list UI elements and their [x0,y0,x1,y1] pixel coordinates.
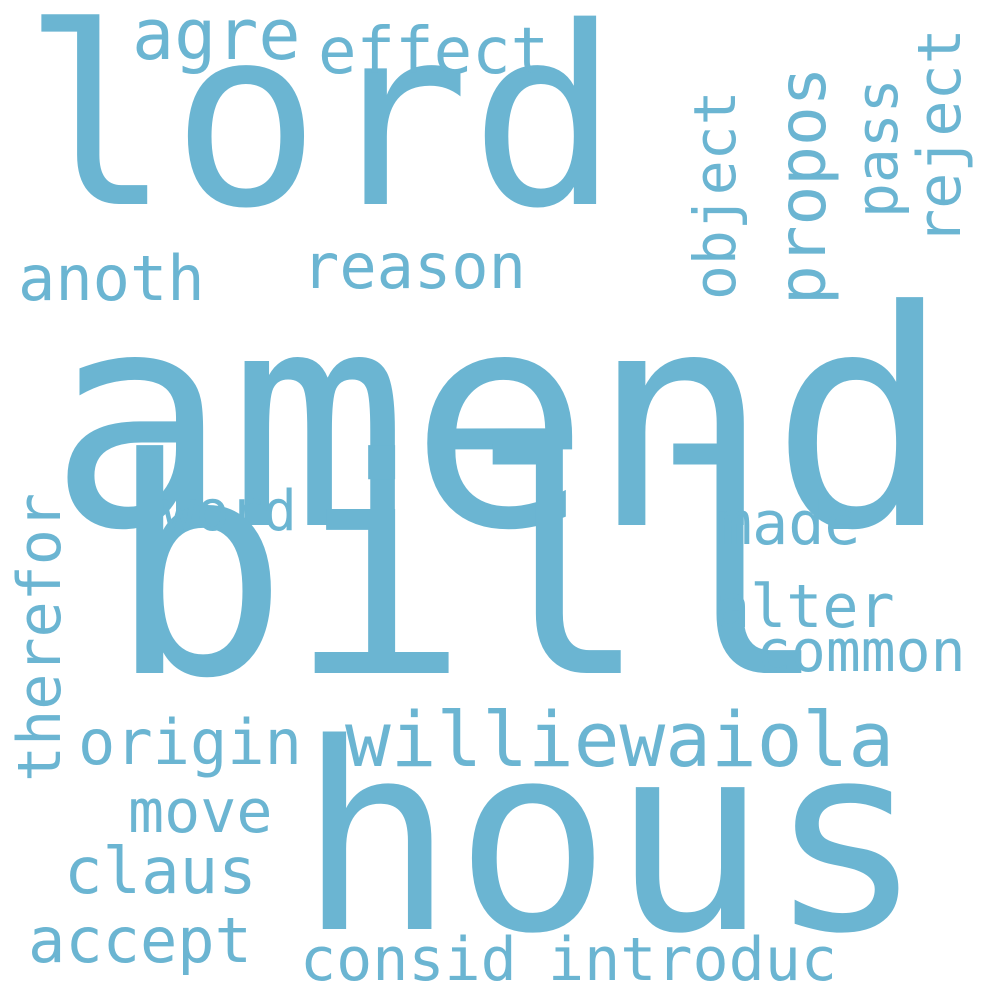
word-effect: effect [318,15,550,89]
word-propos: propos [764,66,841,305]
word-made: made [716,489,861,559]
word-introduc: introduc [548,925,837,995]
word-pass: pass [843,78,911,218]
word-alter: alter [714,572,895,642]
word-therefor: therefor [5,493,75,782]
word-claus: claus [64,835,257,909]
word-reject: reject [905,28,975,245]
word-bill: bill [108,395,831,744]
word-consid: consid [300,925,517,995]
word-lord: lord [22,0,620,263]
word-reason: reason [302,230,526,303]
word-williewaiola: williewaiola [345,695,895,784]
word-agre: agre [132,0,301,76]
word-anoth: anoth [18,242,205,315]
word-amend: amend [48,247,952,596]
word-word: word [162,479,297,544]
word-origin: origin [78,706,302,779]
word-common: common [756,617,966,685]
word-move: move [128,777,273,847]
word-hous: hous [298,689,925,991]
word-object: object [681,90,749,300]
word-accept: accept [28,904,252,977]
